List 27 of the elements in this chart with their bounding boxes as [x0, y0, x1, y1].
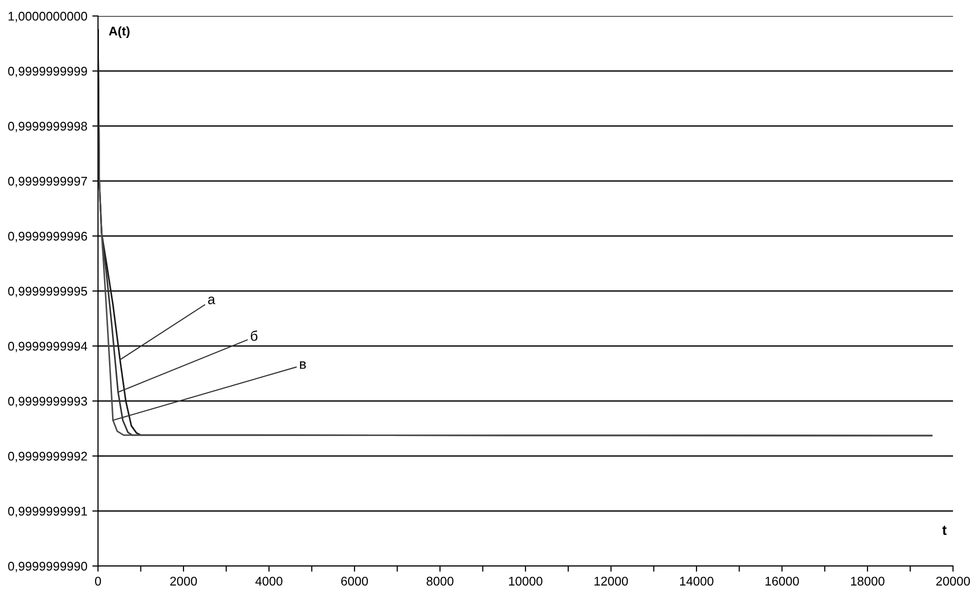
x-tick-label: 8000	[426, 576, 454, 586]
y-tick-label: 0,9999999994	[8, 342, 88, 352]
y-tick-label: 0,9999999990	[8, 562, 88, 572]
annotation: б	[250, 330, 258, 341]
x-tick-label: 0	[95, 576, 101, 586]
x-tick-label: 10000	[509, 576, 542, 586]
y-tick-label: 1,0000000000	[8, 12, 88, 22]
y-tick-label: 0,9999999995	[8, 286, 88, 298]
y-tick-label: 0,9999999992	[8, 452, 87, 462]
y-tick-label: 0,9999999998	[8, 122, 88, 132]
x-tick-label: 14000	[680, 576, 714, 586]
y-tick-label: 0,9999999999	[8, 66, 87, 78]
y-tick-label: 0,9999999993	[8, 396, 88, 408]
x-tick-label: 6000	[341, 576, 368, 586]
x-tick-label: 12000	[594, 576, 628, 586]
x-tick-label: 20000	[936, 576, 970, 586]
y-tick-label: 0,9999999991	[8, 506, 87, 518]
x-tick-label: 16000	[766, 576, 799, 586]
x-tick-label: 4000	[255, 576, 282, 586]
x-axis-title: t	[942, 526, 947, 535]
annotation: а	[208, 296, 216, 304]
x-tick-label: 18000	[851, 576, 884, 586]
annotation: в	[300, 361, 306, 369]
y-tick-label: 0,9999999996	[8, 232, 88, 242]
y-tick-label: 0,9999999997	[8, 176, 87, 188]
y-axis-title: A(t)	[108, 26, 130, 38]
x-tick-label: 2000	[170, 576, 197, 586]
